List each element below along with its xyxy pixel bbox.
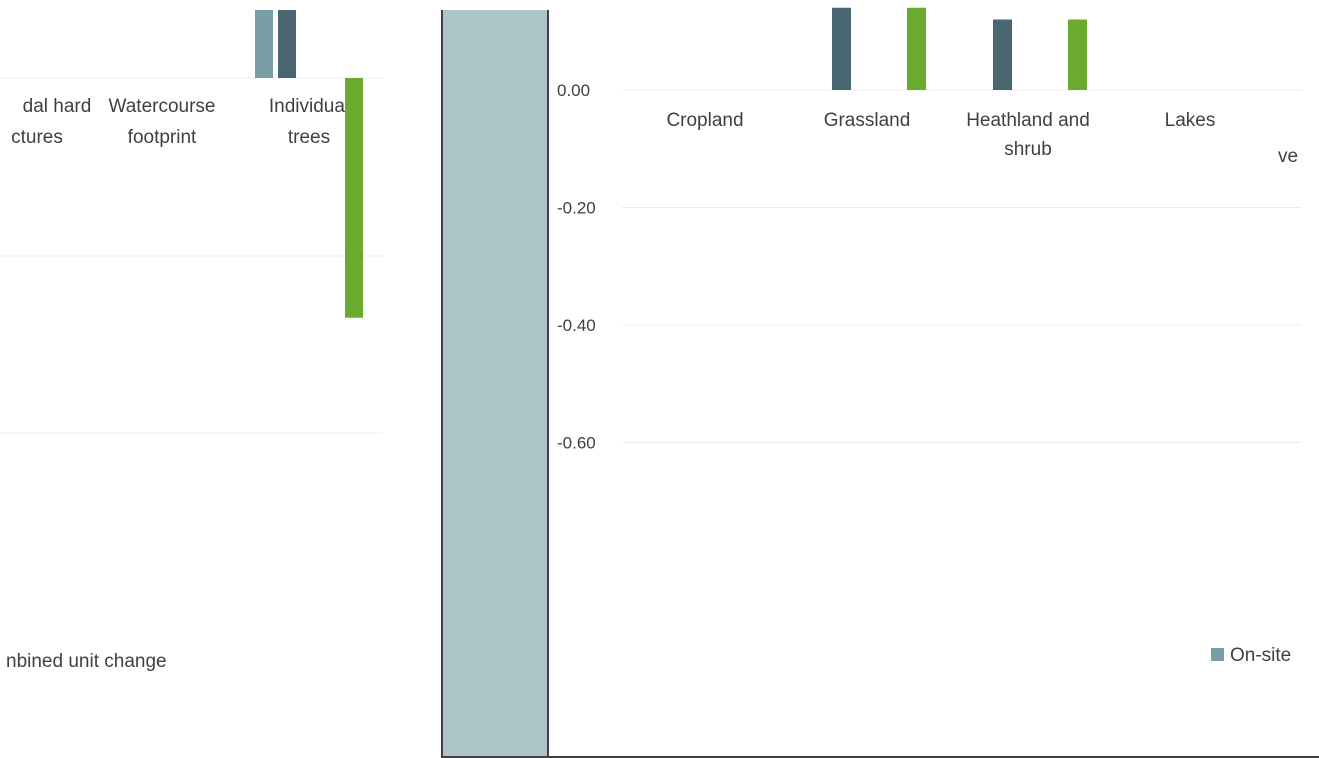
- right-cat-label-partial: ve: [1278, 146, 1298, 167]
- left-legend-text: nbined unit change: [6, 651, 167, 672]
- right-cat-label-heathland-b: shrub: [1004, 139, 1052, 160]
- right-bar: [993, 19, 1012, 90]
- right-y-tick-label: 0.00: [557, 81, 590, 100]
- left-bar: [255, 10, 273, 78]
- legend-swatch-on-site: [1211, 648, 1224, 661]
- right-cat-label-heathland-a: Heathland and: [966, 110, 1090, 131]
- right-bar: [907, 7, 926, 90]
- left-cat-label-1b: ctures: [11, 127, 63, 148]
- right-bar: [1068, 19, 1087, 90]
- right-cat-label-lakes: Lakes: [1165, 110, 1216, 131]
- separator-band: [442, 10, 548, 758]
- right-cat-label-cropland: Cropland: [666, 110, 743, 131]
- right-cat-label-grassland: Grassland: [824, 110, 911, 131]
- legend-label-on-site: On-site: [1230, 645, 1291, 666]
- left-cat-label-2a: Watercourse: [109, 96, 216, 117]
- left-bar: [278, 10, 296, 78]
- left-cat-label-3b: trees: [288, 127, 330, 148]
- left-cat-label-3a: Individual: [269, 96, 349, 117]
- right-y-tick-label: -0.20: [557, 199, 596, 218]
- right-bar: [832, 7, 851, 90]
- left-cat-label-2b: footprint: [128, 127, 197, 148]
- right-y-tick-label: -0.40: [557, 316, 596, 335]
- left-bar: [345, 78, 363, 318]
- left-cat-label-1a: dal hard: [23, 96, 92, 117]
- right-y-tick-label: -0.60: [557, 434, 596, 453]
